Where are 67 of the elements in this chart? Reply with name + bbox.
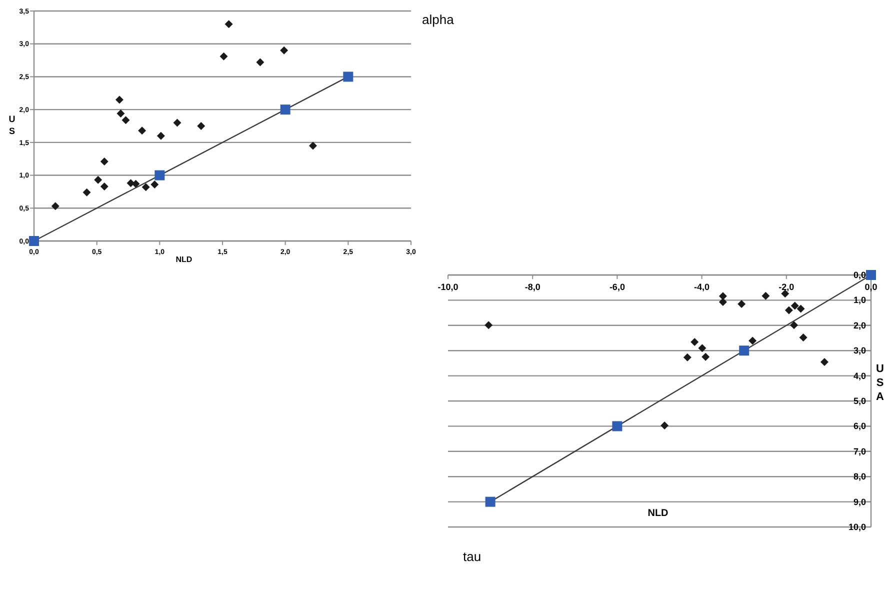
- y-tick-label: 6,0: [853, 421, 866, 432]
- x-tick-label: -6,0: [609, 282, 625, 292]
- x-tick-label: -8,0: [524, 282, 540, 292]
- point: [115, 96, 124, 104]
- y-tick-label: 7,0: [853, 446, 866, 456]
- point: [116, 110, 125, 118]
- point: [718, 292, 727, 300]
- point: [762, 292, 770, 300]
- point: [796, 304, 805, 313]
- point: [173, 118, 182, 127]
- point: [100, 157, 108, 166]
- point: [343, 72, 354, 82]
- point: [683, 353, 692, 362]
- point: [122, 116, 130, 124]
- y-tick-label: 4,0: [853, 370, 866, 381]
- x-tick-label: 0,0: [864, 282, 878, 292]
- point: [100, 182, 108, 190]
- y-tick-label: 2,0: [853, 320, 866, 330]
- y-tick-label: 10,0: [848, 522, 866, 532]
- x-tick-label: -10,0: [438, 282, 458, 292]
- point: [142, 183, 150, 192]
- point: [138, 126, 146, 135]
- point: [224, 20, 233, 28]
- point: [280, 46, 288, 54]
- point: [484, 321, 493, 330]
- point: [702, 352, 710, 361]
- y-tick-label: 9,0: [853, 496, 866, 507]
- point: [220, 52, 228, 60]
- point: [748, 336, 757, 345]
- point: [256, 58, 264, 66]
- point: [154, 170, 165, 180]
- point: [51, 202, 60, 210]
- x-axis-title: NLD: [648, 508, 668, 519]
- point: [790, 302, 799, 310]
- point: [739, 346, 750, 356]
- y-tick-label: 0,0: [853, 270, 866, 280]
- y-axis-title: US: [8, 114, 16, 136]
- point: [799, 333, 808, 342]
- point: [784, 306, 793, 314]
- point: [485, 496, 496, 507]
- point: [660, 421, 669, 430]
- y-tick-label: 8,0: [853, 472, 866, 482]
- point: [156, 132, 165, 140]
- point: [690, 338, 699, 346]
- point: [82, 188, 91, 196]
- text: tau: [463, 549, 482, 564]
- point: [280, 104, 290, 115]
- point: [197, 122, 206, 130]
- point: [866, 270, 876, 280]
- point: [698, 344, 706, 352]
- point: [612, 421, 622, 432]
- point: [29, 236, 39, 246]
- point: [820, 358, 828, 366]
- point: [132, 180, 140, 188]
- point: [308, 142, 317, 150]
- y-tick-label: 5,0: [853, 396, 866, 406]
- point: [738, 300, 746, 308]
- x-axis-title: NLD: [176, 255, 192, 264]
- y-tick-label: 3,0: [853, 346, 866, 356]
- point: [790, 321, 798, 330]
- y-axis-title: USA: [876, 363, 884, 403]
- text: alpha: [422, 12, 455, 27]
- x-tick-label: -4,0: [694, 282, 710, 292]
- x-tick-label: -2,0: [778, 282, 794, 292]
- point: [94, 176, 102, 184]
- y-tick-label: 1,0: [853, 295, 866, 306]
- point: [150, 180, 159, 188]
